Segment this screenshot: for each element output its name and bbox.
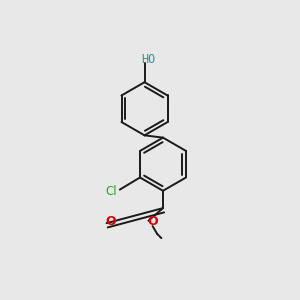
Text: O: O	[147, 215, 158, 229]
Text: HO: HO	[141, 52, 155, 66]
Text: Cl: Cl	[105, 185, 117, 198]
Text: O: O	[106, 215, 116, 229]
